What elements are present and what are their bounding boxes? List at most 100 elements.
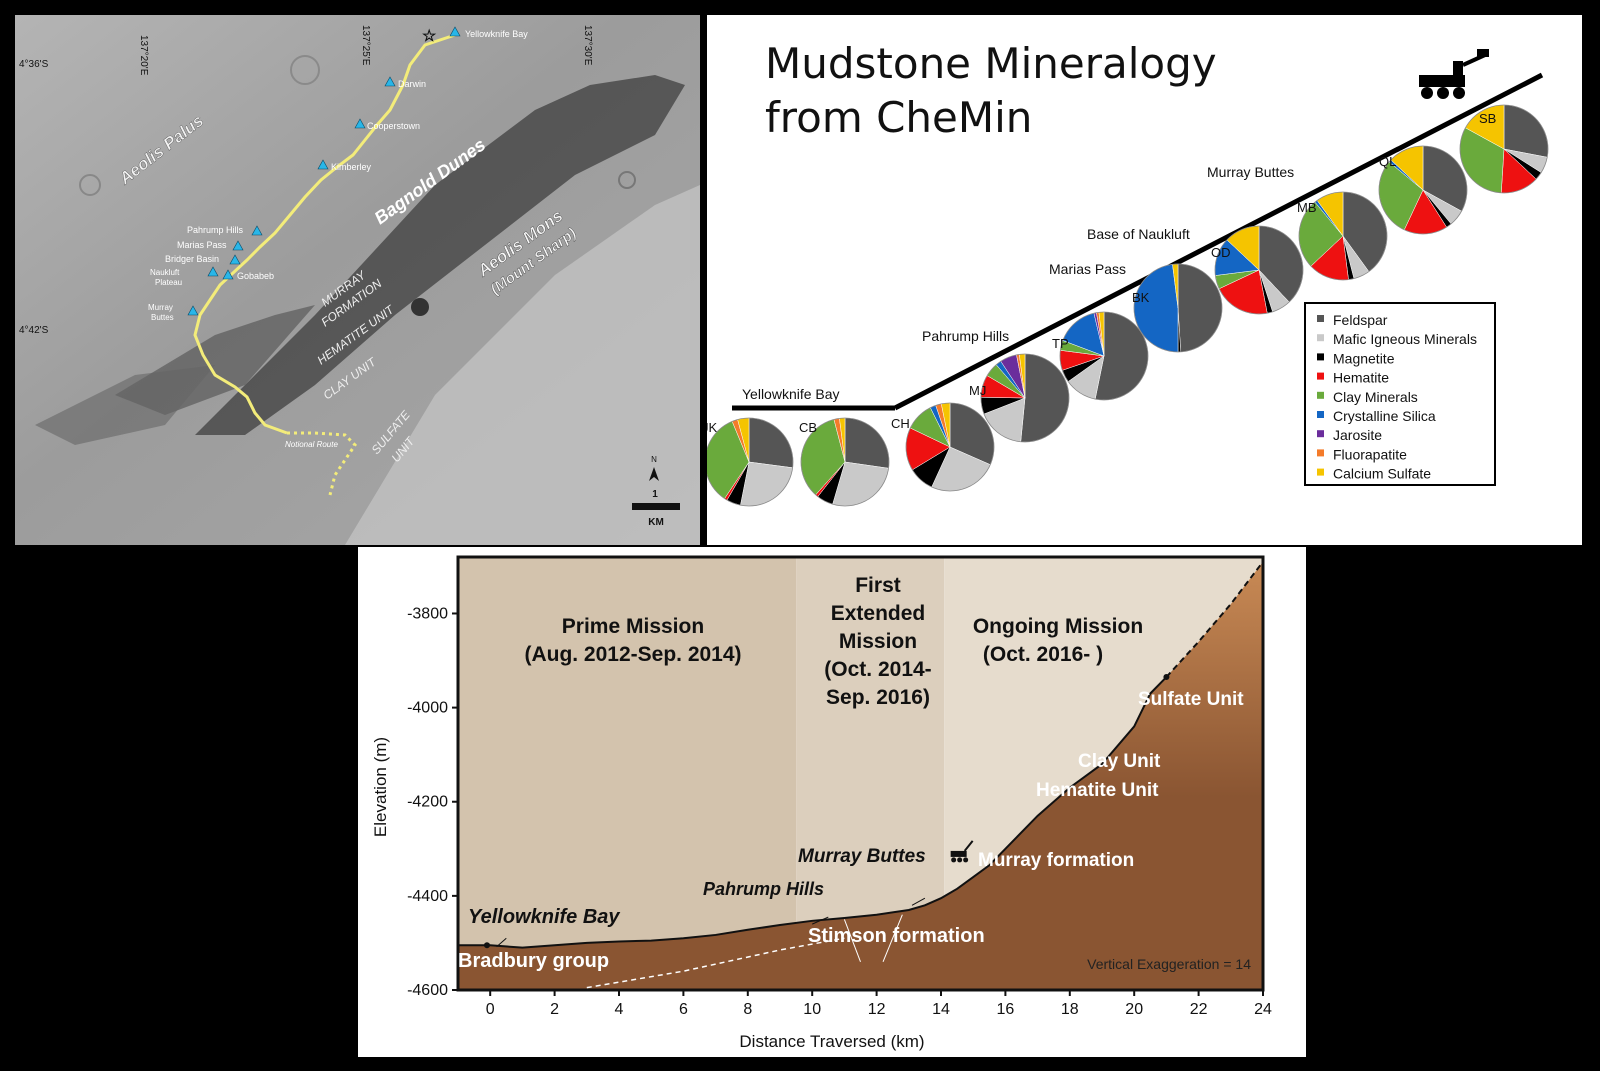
legend-swatch: [1317, 353, 1324, 361]
elevation-profile-line: [458, 676, 1168, 949]
pie-outline: [1133, 263, 1223, 353]
waypoint-label: Cooperstown: [367, 121, 420, 131]
sulfate-unit-label: Sulfate Unit: [1138, 689, 1244, 710]
legend-label: Fluorapatite: [1333, 446, 1407, 462]
pie-outline: [800, 417, 890, 507]
pahrump-hills-label: Pahrump Hills: [703, 879, 824, 899]
group-label: Murray Buttes: [1207, 164, 1294, 180]
legend-label: Hematite: [1333, 370, 1389, 386]
waypoint-label: Gobabeb: [237, 271, 274, 281]
pie-JK: JK: [707, 417, 794, 507]
pie-charts: JK CB CH MJ TP BK OD MB QL SB: [707, 104, 1549, 507]
rover-icon: [1419, 49, 1489, 99]
crater: [290, 55, 320, 85]
lon-label: 137°25'E: [360, 25, 371, 66]
mineral-legend: Feldspar Mafic Igneous Minerals Magnetite H…: [1304, 302, 1496, 486]
waypoint-marker: [229, 254, 241, 265]
legend-swatch: [1317, 334, 1324, 342]
phase-label: Mission: [839, 630, 917, 653]
y-tick-label: -4000: [407, 700, 448, 717]
murray-buttes-label: Murray Buttes: [798, 846, 926, 867]
legend-label: Mafic Igneous Minerals: [1333, 331, 1477, 347]
pie-label: SB: [1479, 111, 1496, 126]
waypoint-label: Pahrump Hills: [187, 225, 244, 235]
mineralogy-title-line: Mudstone Mineralogy: [765, 39, 1217, 88]
legend-swatch: [1317, 411, 1324, 418]
scale-bar: N 1 KM: [632, 455, 680, 528]
phase-label: Sep. 2016): [826, 686, 930, 709]
group-label: Pahrump Hills: [922, 328, 1009, 344]
waypoint-label: Naukluft: [150, 268, 180, 277]
pie-outline: [1459, 104, 1549, 194]
clay-unit-label: Clay Unit: [1078, 751, 1161, 772]
mineralogy-title-line: from CheMin: [765, 93, 1033, 142]
mineralogy-chart: Yellowknife Bay Pahrump Hills Marias Pas…: [707, 49, 1549, 507]
waypoint-marker: [232, 240, 244, 251]
lon-label: 137°30'E: [582, 25, 593, 66]
bagnold-dunes-area: [195, 75, 685, 435]
legend-swatch: [1317, 468, 1324, 476]
pie-outline: [905, 402, 995, 492]
notional-route-label: Notional Route: [285, 440, 338, 449]
pie-slice: [1503, 104, 1549, 158]
x-tick-label: 18: [1061, 1001, 1079, 1018]
x-tick-label: 24: [1254, 1001, 1272, 1018]
pie-CH: CH: [891, 402, 995, 492]
pie-label: MB: [1297, 200, 1317, 215]
mount-sharp-terrain: [345, 185, 700, 545]
notional-route: [287, 431, 357, 496]
current-position-point: [1163, 674, 1170, 681]
x-tick-label: 4: [615, 1001, 624, 1018]
waypoint-marker: [251, 225, 263, 236]
pie-slice: [740, 461, 793, 507]
waypoint-marker: [222, 269, 234, 280]
pie-label: OD: [1211, 245, 1231, 260]
pie-label: JK: [707, 420, 718, 435]
phase-label: Extended: [831, 602, 926, 625]
x-tick-label: 6: [679, 1001, 688, 1018]
leader-line: [811, 916, 829, 925]
stimson-formation-label: Stimson formation: [808, 925, 985, 947]
phase-label: Prime Mission: [562, 615, 704, 638]
pie-MB: MB: [1297, 191, 1388, 281]
legend-swatch: [1317, 449, 1324, 457]
phase-label: (Oct. 2016- ): [983, 643, 1103, 666]
dark-spot: [411, 298, 429, 316]
legend-label: Magnetite: [1333, 350, 1395, 366]
crater: [618, 171, 636, 189]
hematite-unit-label: Hematite Unit: [1036, 780, 1159, 801]
x-tick-label: 16: [997, 1001, 1015, 1018]
leader-line: [882, 914, 903, 962]
vertical-exaggeration-note: Vertical Exaggeration = 14: [1087, 956, 1251, 972]
waypoint-marker: [187, 305, 199, 316]
legend-swatch: [1317, 372, 1324, 380]
mineralogy-panel: Mudstone Mineralogy from CheMin Yellowkn…: [707, 15, 1582, 545]
legend-swatch: [1317, 391, 1324, 399]
north-label: N: [651, 455, 657, 464]
traverse-map: 137°20'E 137°25'E 137°30'E 4°36'S 4°42'S…: [15, 15, 700, 545]
legend-label: Clay Minerals: [1333, 389, 1418, 405]
dark-terrain-west: [35, 365, 215, 445]
waypoint-marker: [449, 26, 461, 37]
scale-bar-rect: [632, 503, 680, 510]
pie-BK: BK: [1132, 263, 1223, 353]
plot-frame: [456, 555, 1265, 992]
phase-label: Ongoing Mission: [973, 615, 1143, 638]
leader-line: [843, 919, 861, 962]
scale-unit: KM: [648, 517, 664, 528]
group-label: Yellowknife Bay: [742, 386, 840, 402]
waypoint-label: Murray: [148, 303, 173, 312]
x-tick-label: 10: [803, 1001, 821, 1018]
pie-label: CB: [799, 420, 817, 435]
waypoint-marker: [317, 159, 329, 170]
pie-outline: [1298, 191, 1388, 281]
landing-star-icon: ☆: [422, 28, 436, 45]
legend-label: Feldspar: [1333, 312, 1388, 328]
waypoint-label: Yellowknife Bay: [465, 29, 528, 39]
group-label: Marias Pass: [1049, 261, 1126, 277]
pie-label: TP: [1052, 336, 1069, 351]
traverse-map-image: 137°20'E 137°25'E 137°30'E 4°36'S 4°42'S…: [15, 15, 700, 545]
rover-route: [193, 33, 456, 435]
group-label: Base of Naukluft: [1087, 226, 1190, 242]
legend-box: [1304, 302, 1496, 486]
